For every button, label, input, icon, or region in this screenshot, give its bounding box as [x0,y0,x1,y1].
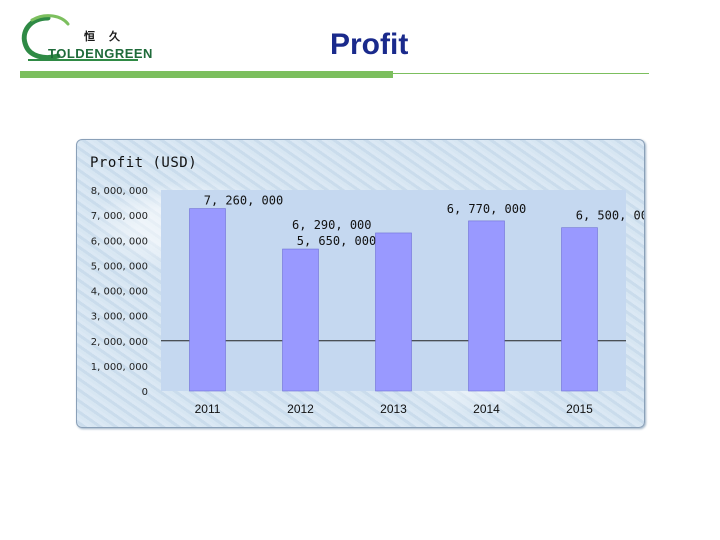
x-tick-label: 2012 [287,402,314,416]
y-tick-label: 7, 000, 000 [91,211,148,222]
y-tick-label: 3, 000, 000 [91,312,148,323]
y-tick-label: 2, 000, 000 [91,337,148,348]
chart-title: Profit (USD) [90,155,198,171]
profit-bar-chart: 0 1, 000, 000 2, 000, 000 3, 000, 000 4, 000… [91,186,644,416]
page-title: Profit [330,28,409,61]
y-tick-label: 8, 000, 000 [91,186,148,197]
data-label: 5, 650, 000 [297,234,376,248]
bar [561,227,598,392]
logo-swoosh-icon [21,14,138,61]
data-label: 6, 290, 000 [292,218,371,232]
data-label: 6, 500, 000 [576,209,644,223]
y-tick-label: 1, 000, 000 [91,362,148,373]
brand-chinese-name: 恒久 [84,30,134,43]
y-tick-label: 5, 000, 000 [91,261,148,272]
data-label: 6, 770, 000 [447,202,526,216]
x-tick-label: 2011 [195,402,221,416]
bar [375,232,412,392]
bar [282,248,319,392]
company-logo: 恒久 TOLDENGREEN [18,12,152,68]
brand-name: TOLDENGREEN [48,46,153,61]
data-label: 7, 260, 000 [204,194,283,208]
x-tick-label: 2013 [380,402,407,416]
bar [468,220,505,392]
y-tick-label: 6, 000, 000 [91,236,148,247]
y-tick-label: 0 [142,387,148,398]
chart-panel: Profit (USD) 0 1, 000, 000 2, 000, 000 3, 0… [76,139,645,428]
bar [189,208,226,392]
x-tick-label: 2014 [473,402,500,416]
header-divider-thick [20,71,393,78]
x-tick-label: 2015 [566,402,593,416]
header-divider-thin [393,73,649,74]
y-tick-label: 4, 000, 000 [91,287,148,298]
